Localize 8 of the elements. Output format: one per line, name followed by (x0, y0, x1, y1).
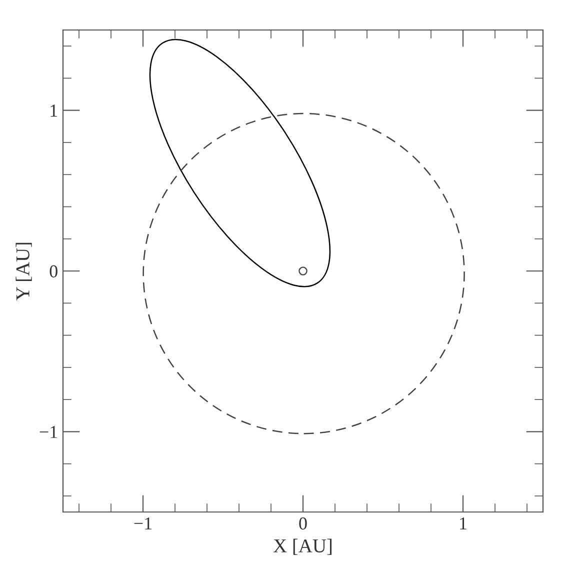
y-axis-title: Y [AU] (16, 242, 32, 300)
x-tick-label: −1 (134, 517, 152, 530)
x-tick-label: 0 (299, 517, 307, 530)
x-axis-title: X [AU] (273, 538, 332, 555)
x-tick-label: 1 (460, 517, 466, 530)
y-tick-label: −1 (40, 426, 58, 438)
y-tick-label: 0 (50, 265, 58, 278)
y-tick-label: 1 (50, 104, 58, 117)
